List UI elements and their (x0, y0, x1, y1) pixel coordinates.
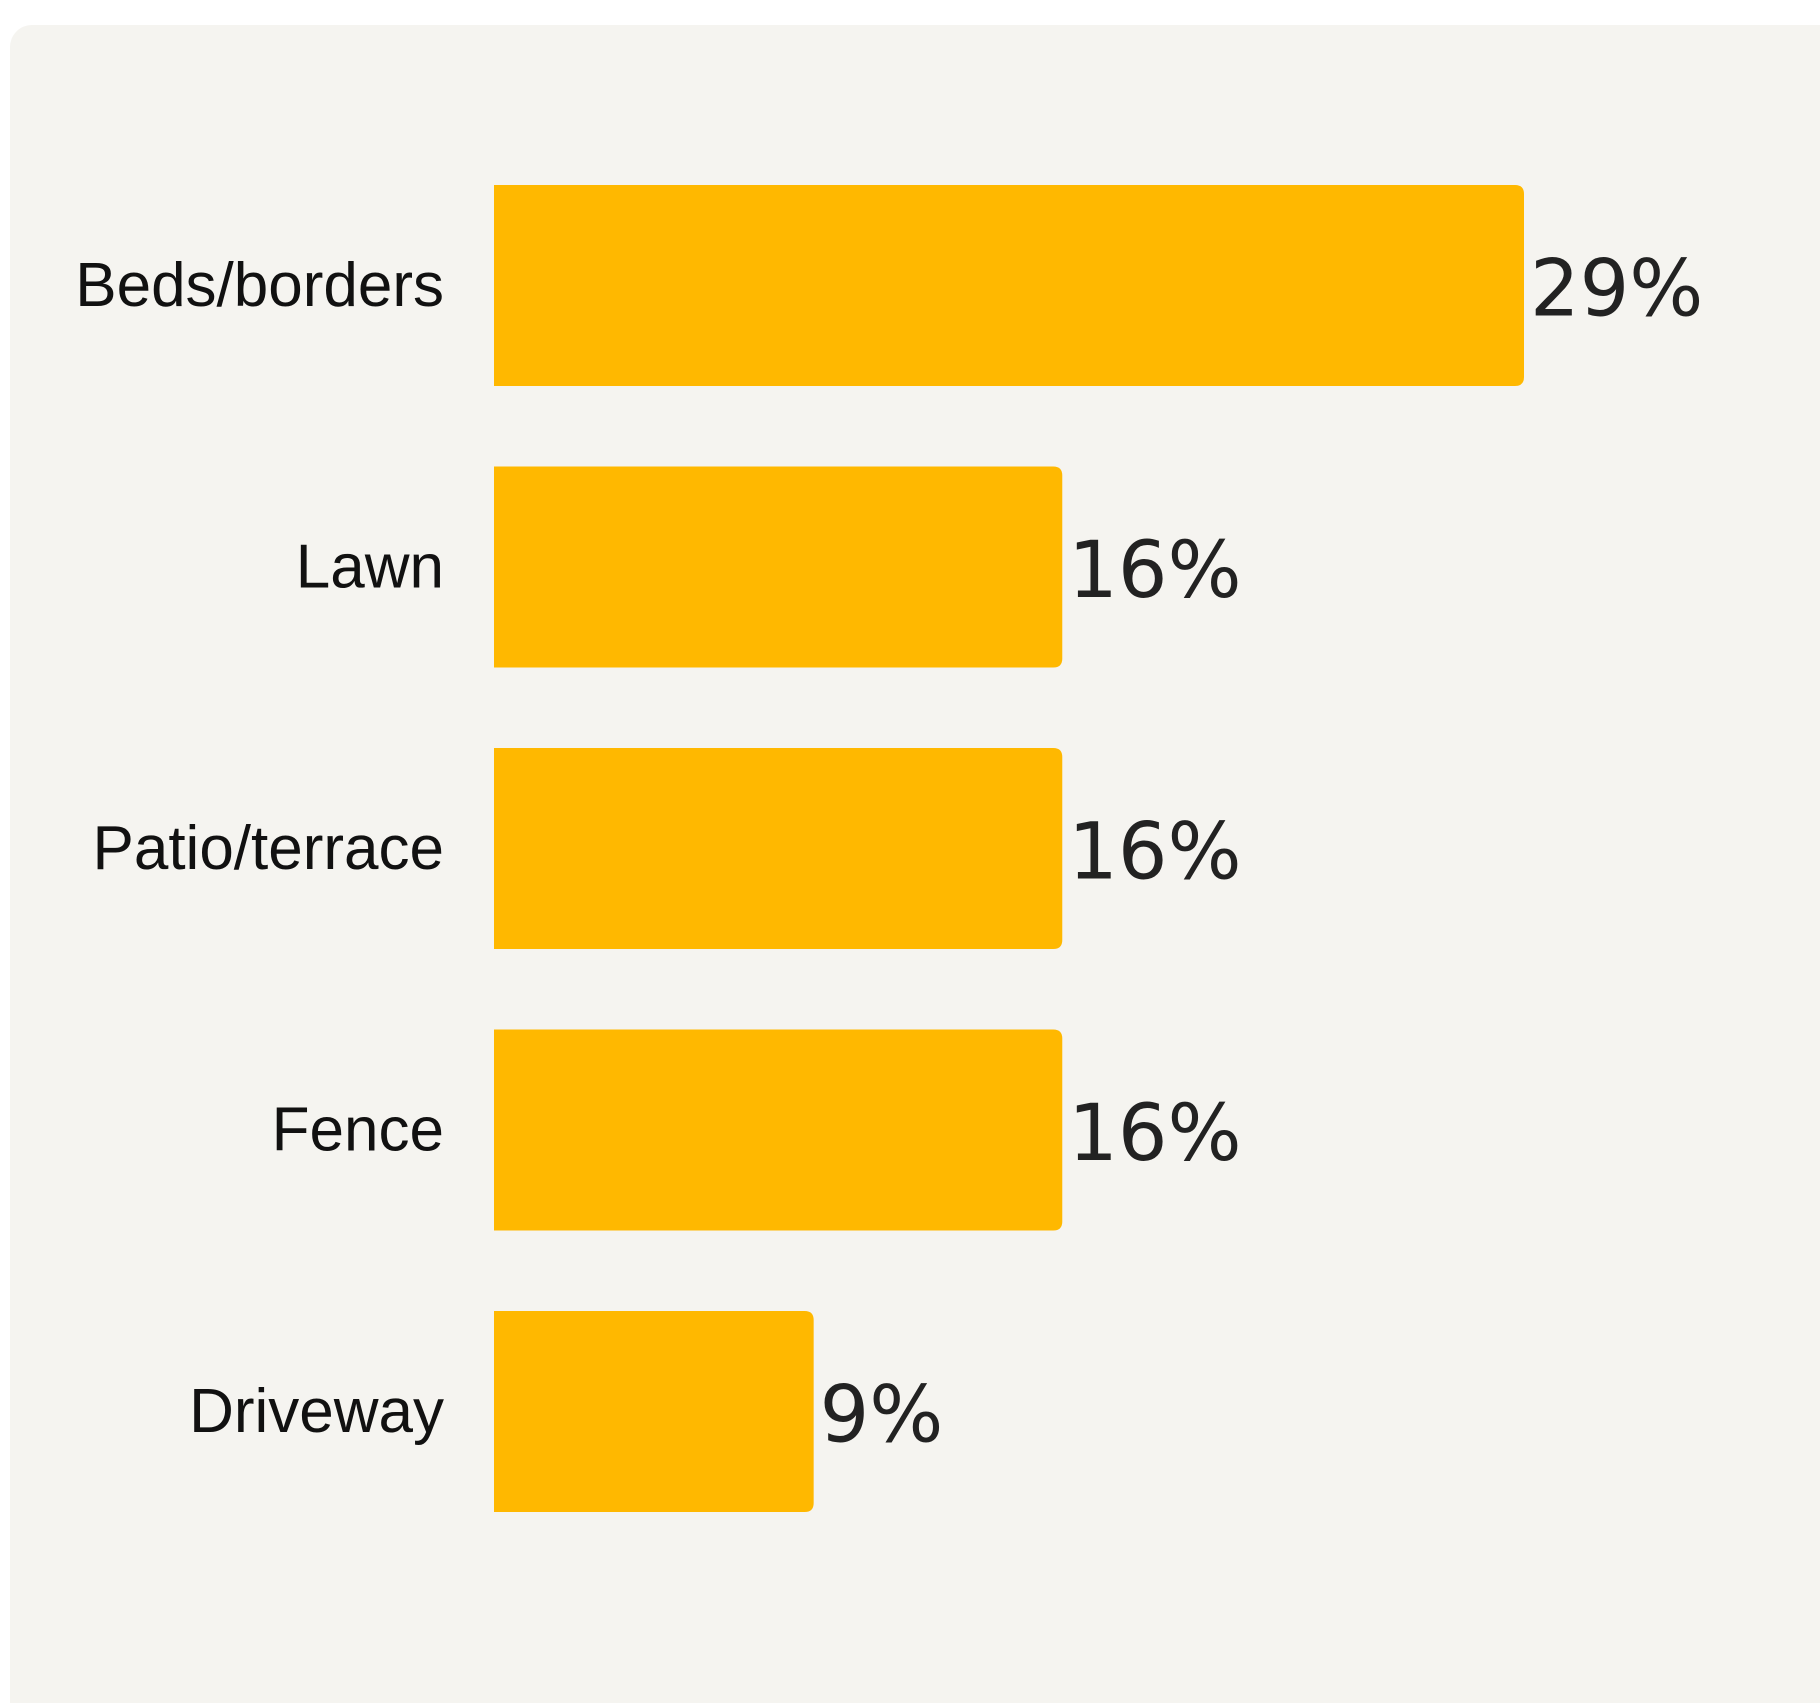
category-label-lawn: Lawn (296, 533, 444, 602)
bar-driveway (494, 1311, 814, 1512)
value-label-lawn: 16% (1068, 526, 1241, 616)
bar-chart: Beds/borders Lawn Patio/terrace Fence Drivew… (10, 25, 1820, 1703)
bar-patio-terrace (494, 748, 1063, 949)
value-label-beds-borders: 29% (1530, 245, 1703, 335)
value-label-patio-terrace: 16% (1068, 808, 1241, 898)
bar-beds-borders (494, 185, 1524, 386)
category-label-fence: Fence (272, 1096, 444, 1165)
bar-lawn (494, 466, 1063, 668)
category-label-driveway: Driveway (189, 1377, 444, 1446)
chart-panel: Beds/borders Lawn Patio/terrace Fence Drivew… (10, 25, 1820, 1703)
value-label-fence: 16% (1068, 1089, 1241, 1179)
category-label-patio-terrace: Patio/terrace (92, 814, 444, 883)
bar-fence (494, 1029, 1063, 1231)
value-labels: 29% 16% 16% 16% 9% (820, 245, 1704, 1461)
category-labels: Beds/borders Lawn Patio/terrace Fence Drivew… (75, 251, 444, 1446)
bars-layer (494, 185, 1524, 1512)
value-label-driveway: 9% (820, 1371, 944, 1461)
category-label-beds-borders: Beds/borders (75, 251, 444, 320)
